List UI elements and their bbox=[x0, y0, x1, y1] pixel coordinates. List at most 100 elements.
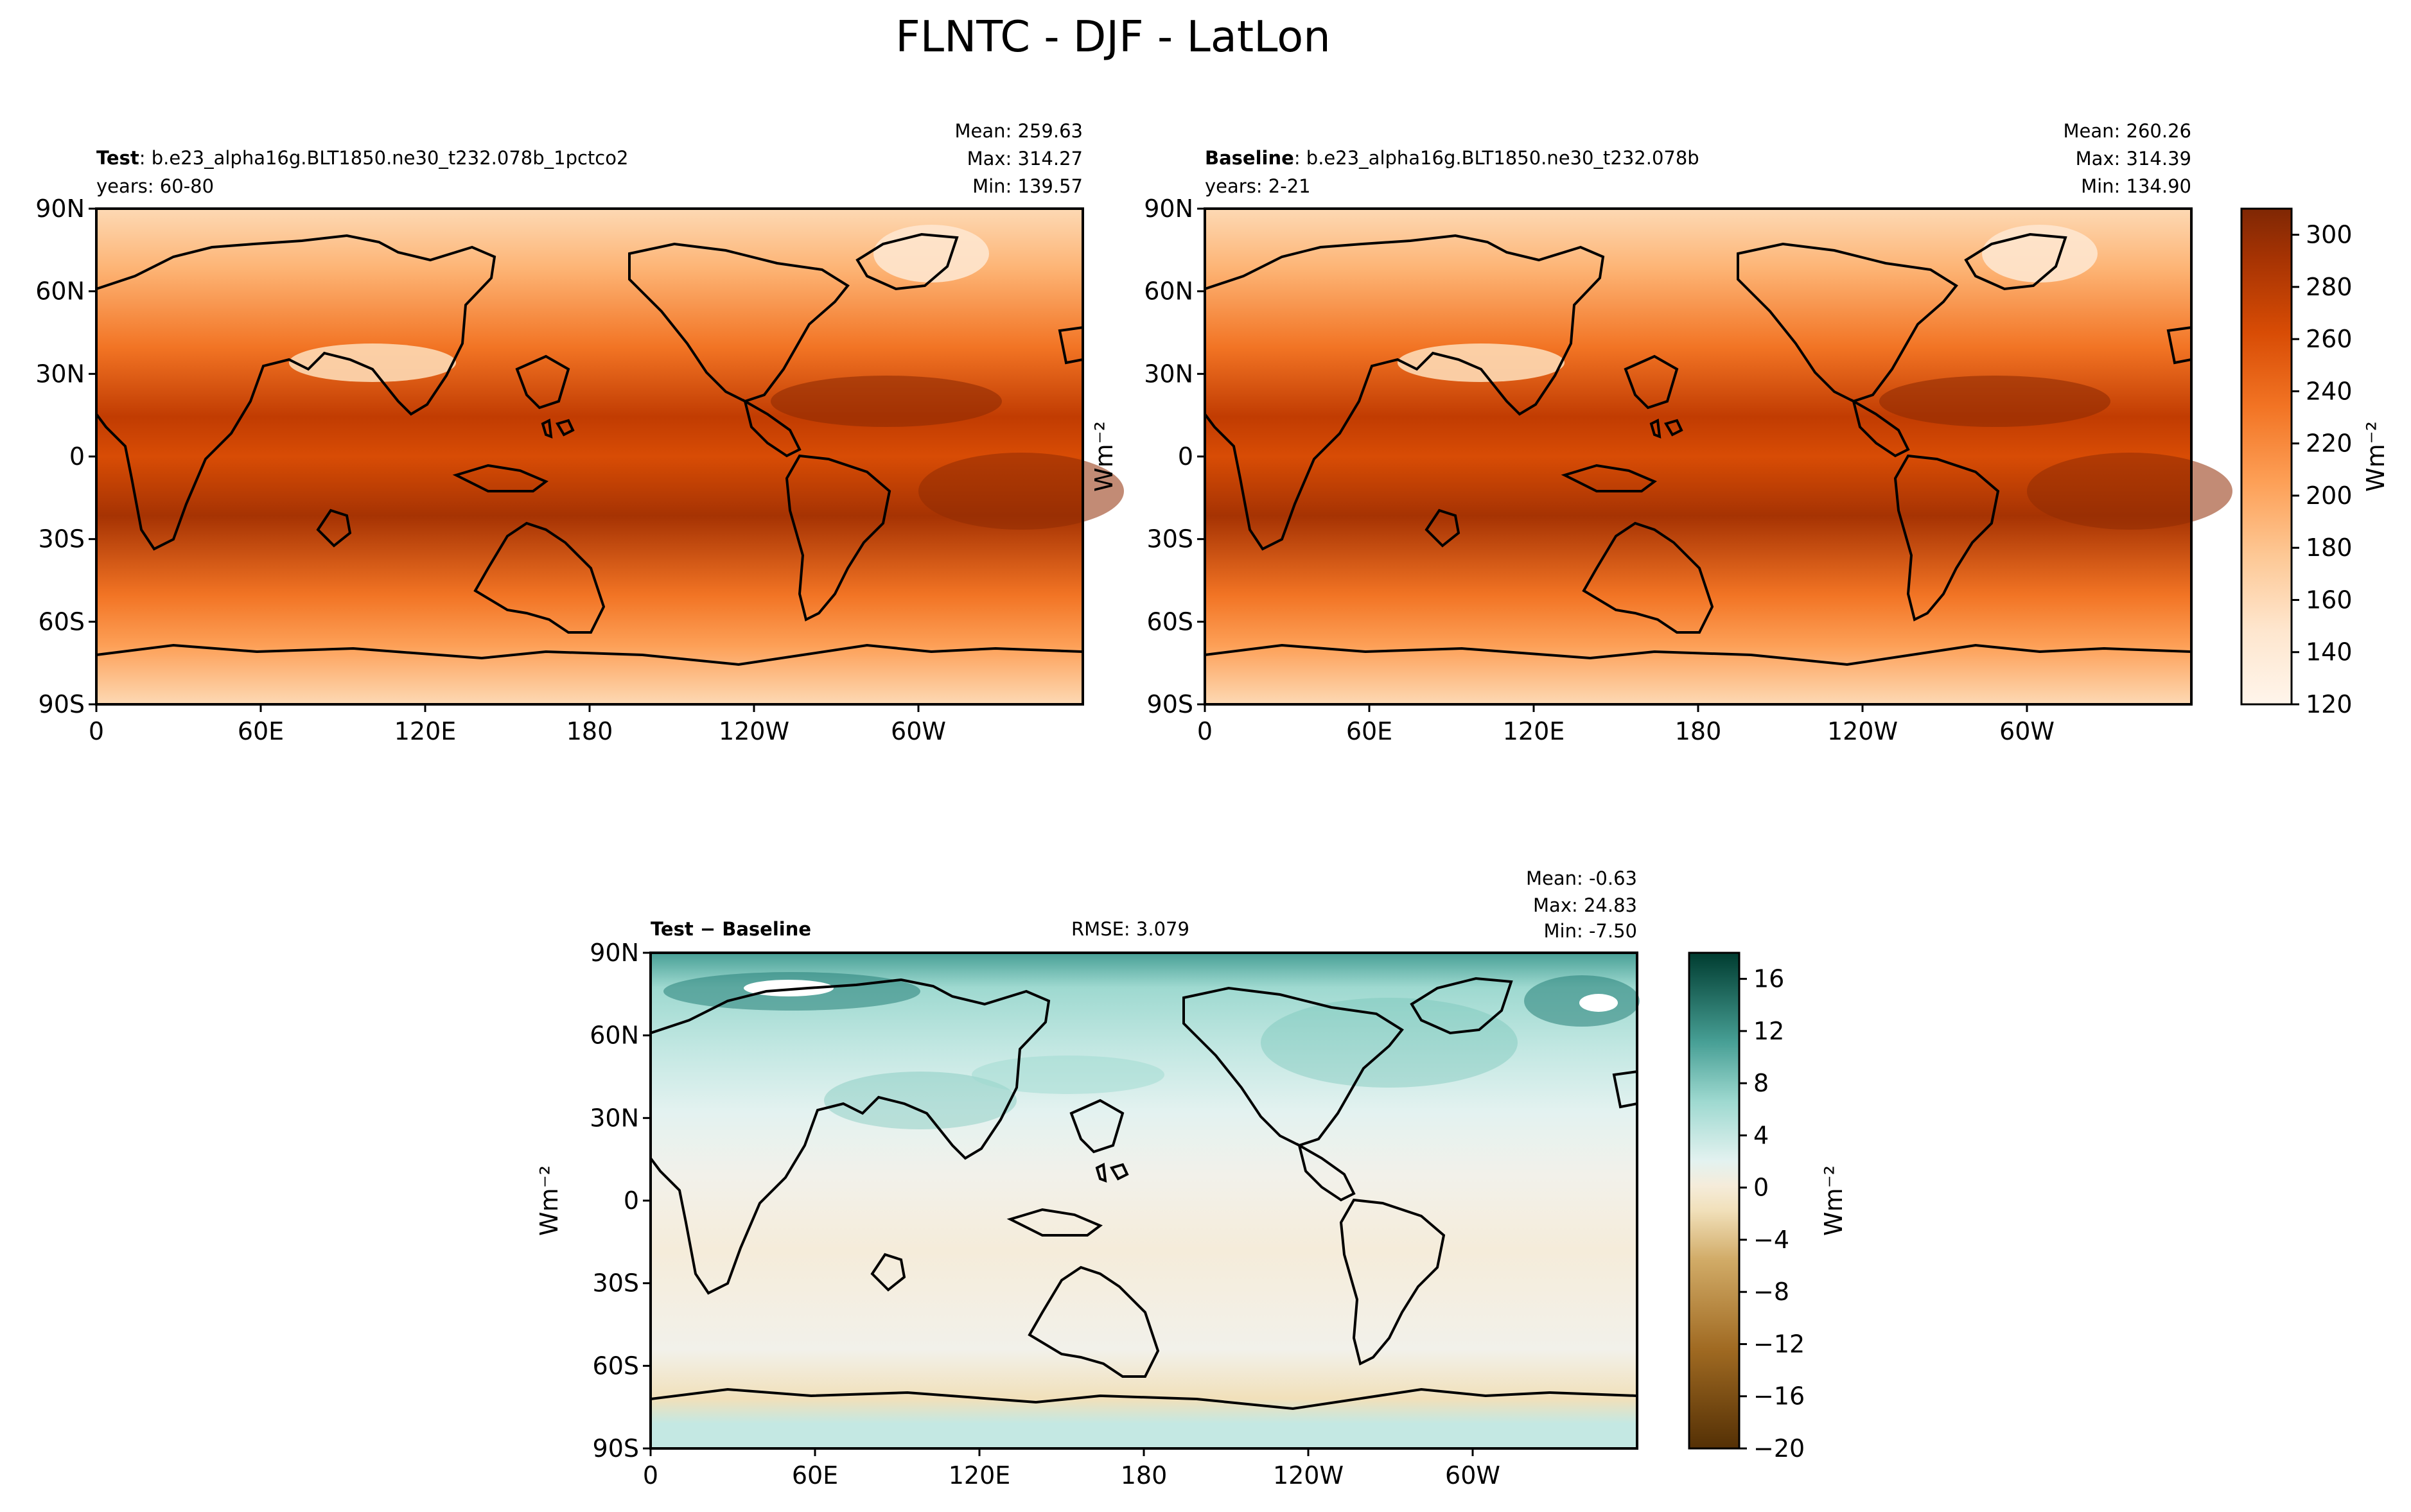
diff-colorbar-bar bbox=[1688, 952, 1740, 1450]
baseline-xtick-label: 60E bbox=[1346, 717, 1392, 745]
orange-colorbar-label: Wm⁻² bbox=[2362, 421, 2390, 492]
baseline-years: years: 2-21 bbox=[1205, 175, 1311, 197]
test-field-band bbox=[918, 453, 1124, 530]
diff-stat-max: Max: 24.83 bbox=[1533, 894, 1637, 916]
test-xtick-label: 60W bbox=[891, 717, 946, 745]
test-years: years: 60-80 bbox=[96, 175, 214, 197]
diff-field-feature bbox=[1261, 998, 1518, 1088]
diff-yticks: 90N 60N 30N 0 30S 60S 90S bbox=[590, 939, 651, 1463]
diff-cbar-tick-label: −8 bbox=[1753, 1278, 1789, 1306]
diff-colorbar-label: Wm⁻² bbox=[1819, 1165, 1848, 1236]
diff-cbar-tick-label: −20 bbox=[1753, 1434, 1805, 1463]
diff-xtick-label: 60E bbox=[792, 1461, 838, 1490]
baseline-panel: Baseline: b.e23_alpha16g.BLT1850.ne30_t2… bbox=[1090, 120, 2232, 745]
baseline-label-rest: : b.e23_alpha16g.BLT1850.ne30_t232.078b bbox=[1294, 147, 1699, 169]
diff-rmse: RMSE: 3.079 bbox=[1071, 918, 1189, 940]
diff-field-feature bbox=[824, 1072, 1017, 1129]
baseline-ytick-label: 60S bbox=[1147, 607, 1193, 636]
baseline-field-band bbox=[2027, 453, 2232, 530]
test-field-band bbox=[289, 343, 456, 382]
test-ytick-label: 60N bbox=[35, 277, 85, 306]
test-label-rest: : b.e23_alpha16g.BLT1850.ne30_t232.078b_… bbox=[139, 147, 629, 169]
baseline-field-band bbox=[1879, 376, 2110, 427]
diff-field bbox=[651, 953, 1637, 1448]
orange-colorbar-ticks: 300 280 260 240 220 200 180 160 140 120 bbox=[2292, 221, 2353, 718]
test-xtick-label: 60E bbox=[238, 717, 284, 745]
figure-title: FLNTC - DJF - LatLon bbox=[895, 12, 1330, 62]
orange-cbar-tick-label: 140 bbox=[2306, 638, 2353, 666]
baseline-stat-max: Max: 314.39 bbox=[2076, 148, 2191, 169]
baseline-ytick-label: 0 bbox=[1178, 442, 1193, 471]
test-stat-mean: Mean: 259.63 bbox=[955, 120, 1083, 142]
diff-stat-min: Min: -7.50 bbox=[1544, 920, 1637, 942]
test-field-band bbox=[771, 376, 1002, 427]
diff-xtick-label: 120W bbox=[1273, 1461, 1344, 1490]
diff-xtick-label: 180 bbox=[1121, 1461, 1168, 1490]
baseline-xtick-label: 60W bbox=[1999, 717, 2055, 745]
test-panel: Test: b.e23_alpha16g.BLT1850.ne30_t232.0… bbox=[35, 120, 1124, 745]
test-field bbox=[96, 209, 1083, 704]
diff-ytick-label: 30S bbox=[593, 1269, 639, 1298]
orange-cbar-tick-label: 280 bbox=[2306, 273, 2353, 301]
baseline-stat-min: Min: 134.90 bbox=[2081, 175, 2191, 197]
baseline-xticks: 0 60E 120E 180 120W 60W bbox=[1197, 704, 2055, 745]
test-ytick-label: 60S bbox=[39, 607, 85, 636]
diff-ytick-label: 60S bbox=[593, 1351, 639, 1380]
baseline-label-line: Baseline: b.e23_alpha16g.BLT1850.ne30_t2… bbox=[1205, 147, 1699, 169]
diff-cbar-tick-label: 4 bbox=[1753, 1121, 1769, 1149]
test-label-bold: Test bbox=[96, 147, 139, 169]
test-xtick-label: 120W bbox=[719, 717, 789, 745]
orange-cbar-tick-label: 160 bbox=[2306, 586, 2353, 614]
orange-cbar-tick-label: 180 bbox=[2306, 534, 2353, 562]
orange-colorbar-bar bbox=[2240, 207, 2293, 706]
baseline-field-band bbox=[1398, 343, 1565, 382]
diff-cbar-tick-label: 8 bbox=[1753, 1069, 1769, 1097]
diff-ytick-label: 30N bbox=[590, 1104, 639, 1132]
diff-xticks: 0 60E 120E 180 120W 60W bbox=[643, 1448, 1500, 1490]
diff-field-feature bbox=[972, 1056, 1164, 1094]
test-ytick-label: 30S bbox=[39, 525, 85, 553]
test-xtick-label: 180 bbox=[566, 717, 613, 745]
test-ytick-label: 90N bbox=[35, 195, 85, 223]
orange-colorbar: 300 280 260 240 220 200 180 160 140 120 Wm⁻² bbox=[2240, 207, 2390, 718]
test-xtick-label: 0 bbox=[89, 717, 104, 745]
diff-colorbar-ticks: 16 12 8 4 0 −4 −8 −12 −16 −20 bbox=[1739, 965, 1805, 1463]
baseline-stat-mean: Mean: 260.26 bbox=[2064, 120, 2191, 142]
test-ytick-label: 30N bbox=[35, 360, 85, 388]
diff-stat-mean: Mean: -0.63 bbox=[1526, 867, 1637, 889]
test-yticks: 90N 60N 30N 0 30S 60S 90S bbox=[35, 195, 96, 718]
baseline-field-band bbox=[1982, 225, 2098, 282]
baseline-xtick-label: 120W bbox=[1827, 717, 1898, 745]
diff-xtick-label: 0 bbox=[643, 1461, 658, 1490]
baseline-ylabel: Wm⁻² bbox=[1090, 421, 1118, 492]
orange-cbar-tick-label: 240 bbox=[2306, 377, 2353, 405]
diff-cbar-tick-label: −16 bbox=[1753, 1382, 1805, 1411]
test-stat-min: Min: 139.57 bbox=[972, 175, 1083, 197]
test-field-band bbox=[873, 225, 989, 282]
diff-ytick-label: 90N bbox=[590, 939, 639, 967]
baseline-ytick-label: 60N bbox=[1144, 277, 1193, 306]
orange-cbar-tick-label: 300 bbox=[2306, 221, 2353, 249]
baseline-field bbox=[1205, 209, 2191, 704]
baseline-label-bold: Baseline bbox=[1205, 147, 1294, 169]
orange-cbar-tick-label: 220 bbox=[2306, 430, 2353, 458]
diff-label: Test − Baseline bbox=[651, 918, 811, 940]
orange-cbar-tick-label: 120 bbox=[2306, 690, 2353, 718]
diff-field-feature bbox=[1579, 994, 1618, 1012]
orange-cbar-tick-label: 260 bbox=[2306, 325, 2353, 353]
diff-ytick-label: 0 bbox=[624, 1186, 639, 1215]
baseline-ytick-label: 90S bbox=[1147, 690, 1193, 718]
diff-cbar-tick-label: 16 bbox=[1753, 965, 1784, 993]
diff-cbar-tick-label: −12 bbox=[1753, 1330, 1805, 1358]
test-label-line: Test: b.e23_alpha16g.BLT1850.ne30_t232.0… bbox=[96, 147, 628, 169]
diff-cbar-tick-label: 12 bbox=[1753, 1017, 1784, 1045]
baseline-xtick-label: 120E bbox=[1503, 717, 1565, 745]
test-ytick-label: 90S bbox=[39, 690, 85, 718]
test-xticks: 0 60E 120E 180 120W 60W bbox=[89, 704, 946, 745]
diff-xtick-label: 60W bbox=[1445, 1461, 1500, 1490]
baseline-xtick-label: 0 bbox=[1197, 717, 1213, 745]
diff-ytick-label: 60N bbox=[590, 1021, 639, 1050]
baseline-yticks: 90N 60N 30N 0 30S 60S 90S bbox=[1144, 195, 1205, 718]
baseline-xtick-label: 180 bbox=[1675, 717, 1722, 745]
